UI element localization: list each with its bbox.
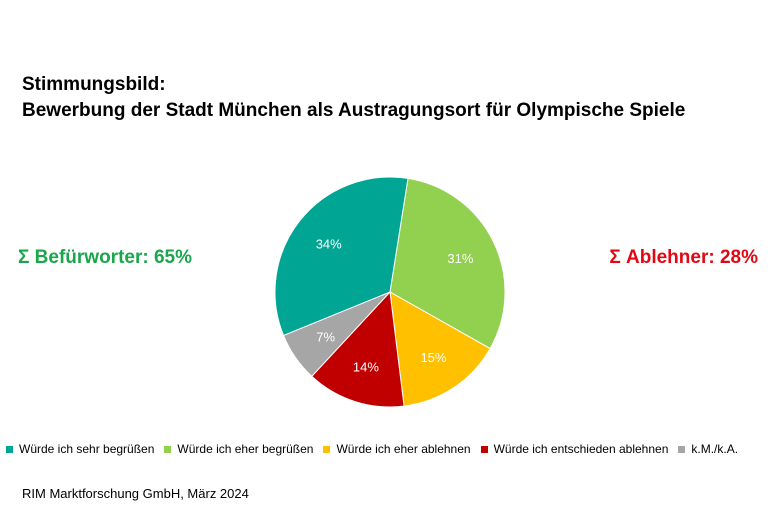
legend-item: Würde ich sehr begrüßen xyxy=(6,442,154,456)
legend-label: Würde ich entschieden ablehnen xyxy=(493,442,669,456)
legend-label: Würde ich eher begrüßen xyxy=(177,442,314,456)
chart-title: Stimmungsbild: Bewerbung der Stadt Münch… xyxy=(22,72,685,124)
pie-slice xyxy=(389,177,506,350)
pie-slice xyxy=(311,290,405,408)
legend-label: Würde ich sehr begrüßen xyxy=(19,442,155,456)
legend-item: Würde ich entschieden ablehnen xyxy=(480,442,669,456)
slice-label: 7% xyxy=(316,329,335,344)
legend-label: Würde ich eher ablehnen xyxy=(336,442,471,456)
title-line-2: Bewerbung der Stadt München als Austragu… xyxy=(22,100,686,121)
legend-swatch xyxy=(323,445,331,453)
legend-swatch xyxy=(6,445,13,453)
source-note: RIM Marktforschung GmbH, März 2024 xyxy=(22,486,249,501)
slice-label: 31% xyxy=(447,251,473,266)
legend-item: k.M./k.A. xyxy=(678,442,738,456)
pie-slice xyxy=(274,176,409,337)
legend-label: k.M./k.A. xyxy=(691,442,739,456)
legend-swatch xyxy=(164,445,172,453)
slice-label: 14% xyxy=(353,359,379,374)
pie-slice xyxy=(389,291,491,407)
supporters-summary: Σ Befürworter: 65% xyxy=(18,247,192,268)
opponents-summary: Σ Ablehner: 28% xyxy=(609,247,758,268)
title-line-1: Stimmungsbild: xyxy=(22,74,166,95)
legend-swatch xyxy=(678,445,686,453)
legend: Würde ich sehr begrüßen Würde ich eher be… xyxy=(6,442,738,456)
legend-swatch xyxy=(480,445,488,453)
legend-item: Würde ich eher begrüßen xyxy=(164,442,313,456)
legend-item: Würde ich eher ablehnen xyxy=(323,442,471,456)
slice-label: 34% xyxy=(316,236,342,251)
slice-label: 15% xyxy=(420,350,446,365)
